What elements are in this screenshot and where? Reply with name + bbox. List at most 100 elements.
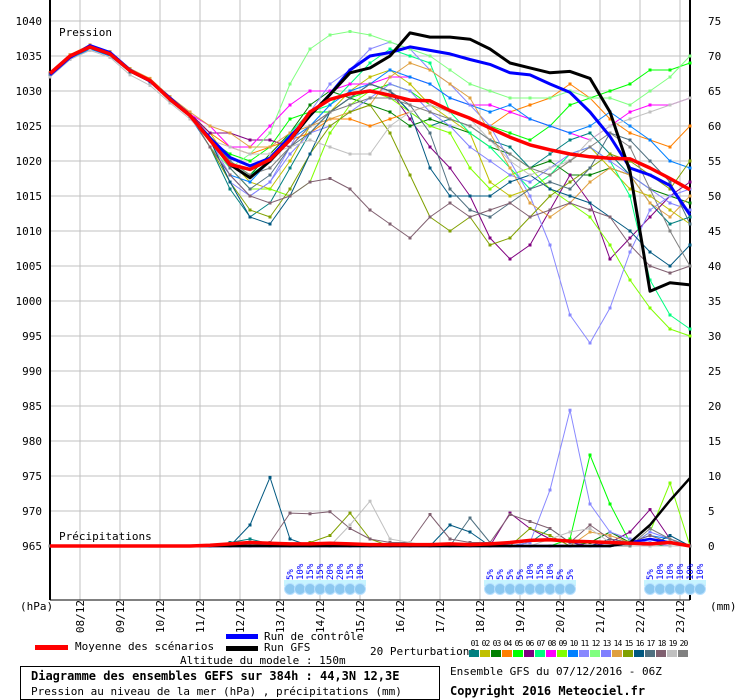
perturbation-11-precip-line-points (48, 408, 692, 548)
data-point (108, 55, 112, 59)
data-point (648, 201, 652, 205)
data-point (508, 194, 512, 198)
data-point (488, 159, 492, 163)
snow-badge: 10% (664, 563, 676, 595)
perturbation-id: 18 (657, 639, 667, 648)
snowflake-icon (294, 583, 306, 595)
data-point (428, 68, 432, 72)
data-point (688, 159, 692, 163)
legend-gfs-swatch (226, 646, 258, 651)
run-info: Ensemble GFS du 07/12/2016 - 06Z (450, 665, 662, 678)
data-point (308, 103, 312, 107)
data-point (588, 527, 592, 530)
snow-probability: 10% (666, 563, 676, 580)
perturbation-id: 10 (569, 639, 579, 648)
data-point (628, 236, 632, 240)
perturbation-swatch (678, 650, 688, 657)
data-point (488, 89, 492, 93)
data-point (468, 208, 472, 212)
perturbation-swatch (557, 650, 567, 657)
data-point (488, 243, 492, 247)
data-point (528, 180, 532, 184)
data-point (448, 117, 452, 121)
left-tick-label: 1025 (16, 120, 43, 133)
data-point (468, 194, 472, 198)
snowflake-icon (344, 583, 356, 595)
snow-probability: 5% (286, 569, 296, 580)
snowflake-icon (484, 583, 496, 595)
data-point (468, 96, 472, 100)
data-point (648, 264, 652, 268)
data-point (628, 278, 632, 282)
data-point (468, 103, 472, 107)
data-point (608, 243, 612, 247)
data-point (368, 75, 372, 79)
data-point (648, 530, 652, 534)
data-point (528, 527, 532, 530)
data-point (648, 208, 652, 212)
left-tick-label: 995 (22, 330, 42, 343)
data-point (568, 537, 572, 541)
data-point (648, 103, 652, 107)
data-point (608, 124, 612, 128)
perturbation-legend-item: 13 (601, 639, 612, 657)
data-point (408, 173, 412, 177)
data-point (128, 73, 132, 77)
data-point (528, 243, 532, 247)
data-point (468, 124, 472, 128)
data-point (348, 89, 352, 93)
data-point (688, 208, 692, 212)
left-tick-label: 975 (22, 470, 42, 483)
left-tick-label: 1010 (16, 225, 43, 238)
data-point (568, 82, 572, 86)
data-point (548, 208, 552, 212)
perturbation-swatch (612, 650, 622, 657)
perturbation-legend-item: 07 (535, 639, 546, 657)
data-point (668, 180, 672, 184)
x-tick-label: 10/12 (154, 600, 167, 633)
data-point (428, 513, 432, 516)
snow-probability: 5% (646, 569, 656, 580)
data-point (368, 124, 372, 128)
snowflake-icon (684, 583, 696, 595)
perturbation-18-pressure-line (49, 46, 691, 274)
x-tick-label: 11/12 (194, 600, 207, 633)
data-point (528, 117, 532, 121)
x-tick-label: 23/12 (674, 600, 687, 633)
snowflake-icon (524, 583, 536, 595)
data-point (688, 215, 692, 219)
data-point (328, 89, 332, 93)
data-point (568, 131, 572, 135)
data-point (568, 408, 572, 412)
data-point (508, 257, 512, 261)
data-point (348, 30, 352, 33)
chart-title: Diagramme des ensembles GEFS sur 384h : … (31, 669, 400, 683)
data-point (328, 110, 332, 114)
perturbation-id: 17 (646, 639, 656, 648)
data-point (148, 83, 152, 87)
data-point (488, 131, 492, 135)
data-point (568, 180, 572, 184)
snowflake-icon (304, 583, 316, 595)
data-point (428, 145, 432, 149)
x-tick-label: 22/12 (634, 600, 647, 633)
data-point (608, 117, 612, 121)
perturbation-swatch (667, 650, 677, 657)
data-point (388, 68, 392, 72)
right-tick-label: 65 (708, 85, 721, 98)
data-point (528, 215, 532, 219)
perturbation-id: 14 (613, 639, 623, 648)
data-point (388, 89, 392, 93)
data-point (408, 47, 412, 51)
data-point (148, 76, 152, 80)
data-point (508, 103, 512, 107)
snowflake-icon (324, 583, 336, 595)
snow-probability: 5% (566, 569, 576, 580)
snowflake-icon (504, 583, 516, 595)
data-point (628, 530, 632, 534)
data-point (468, 145, 472, 149)
data-point (628, 537, 632, 541)
perturbation-legend-item: 20 (678, 639, 689, 657)
data-point (228, 173, 232, 177)
data-point (568, 201, 572, 205)
